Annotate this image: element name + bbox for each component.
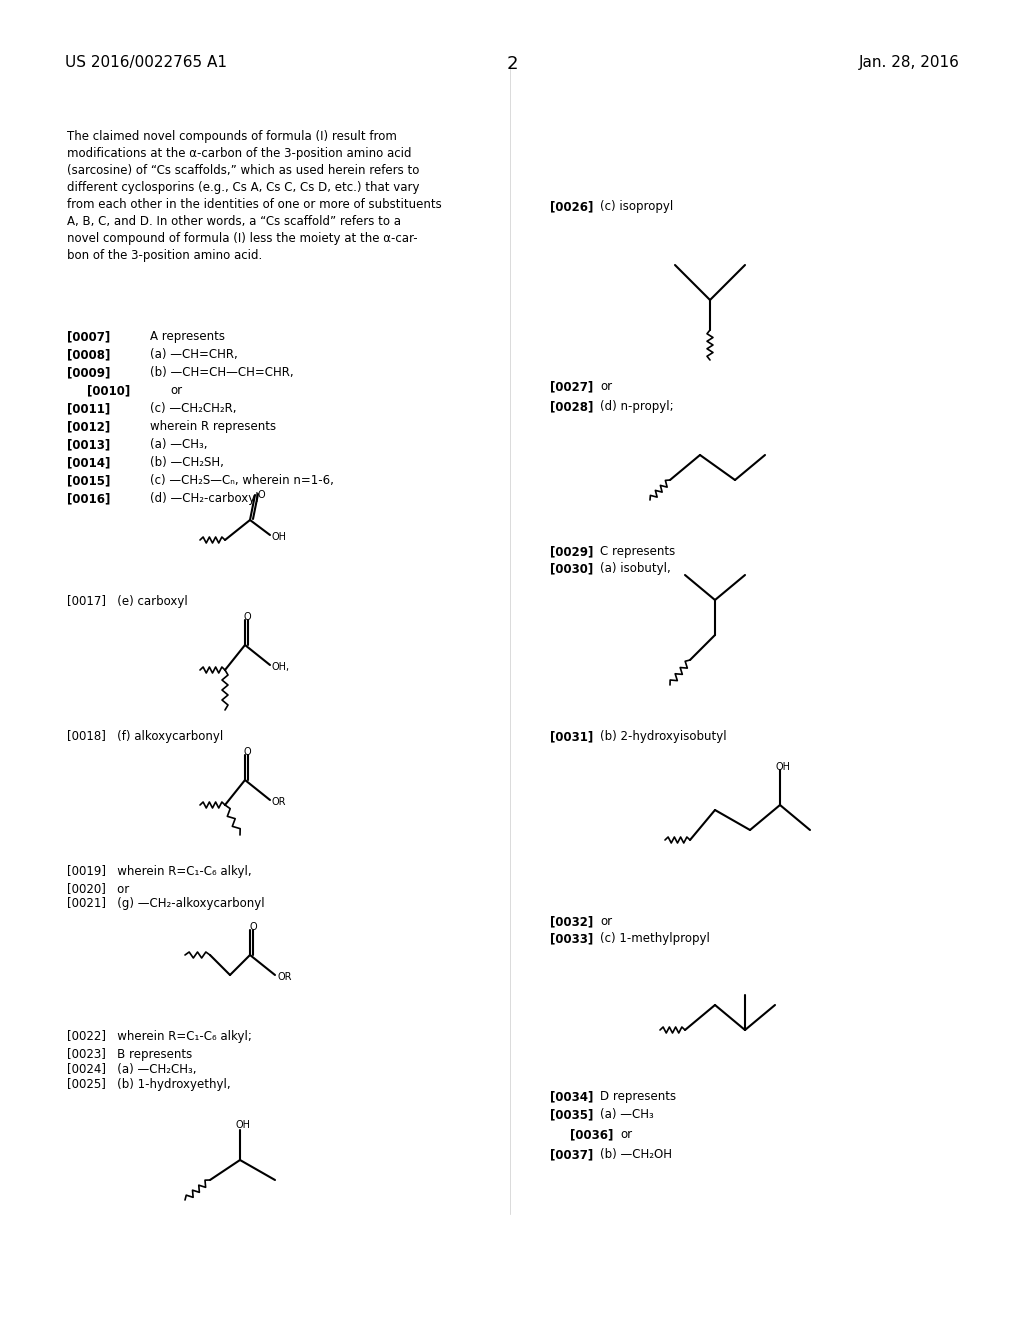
Text: [0036]: [0036] — [570, 1129, 613, 1140]
Text: OH: OH — [775, 762, 790, 772]
Text: [0022]   wherein R=C₁-C₆ alkyl;: [0022] wherein R=C₁-C₆ alkyl; — [67, 1030, 252, 1043]
Text: (b) —CH=CH—CH=CHR,: (b) —CH=CH—CH=CHR, — [150, 366, 294, 379]
Text: O: O — [257, 490, 264, 500]
Text: [0010]: [0010] — [87, 384, 130, 397]
Text: D represents: D represents — [600, 1090, 676, 1104]
Text: (b) —CH₂SH,: (b) —CH₂SH, — [150, 455, 224, 469]
Text: [0021]   (g) —CH₂-alkoxycarbonyl: [0021] (g) —CH₂-alkoxycarbonyl — [67, 898, 264, 909]
Text: [0024]   (a) —CH₂CH₃,: [0024] (a) —CH₂CH₃, — [67, 1063, 197, 1076]
Text: or: or — [600, 915, 612, 928]
Text: [0023]   B represents: [0023] B represents — [67, 1048, 193, 1061]
Text: O: O — [249, 921, 257, 932]
Text: O: O — [244, 747, 252, 756]
Text: (b) —CH₂OH: (b) —CH₂OH — [600, 1148, 672, 1162]
Text: [0013]: [0013] — [67, 438, 111, 451]
Text: OH: OH — [272, 532, 287, 543]
Text: (d) n-propyl;: (d) n-propyl; — [600, 400, 674, 413]
Text: (a) —CH=CHR,: (a) —CH=CHR, — [150, 348, 238, 360]
Text: O: O — [244, 612, 252, 622]
Text: [0020]   or: [0020] or — [67, 882, 129, 895]
Text: [0034]: [0034] — [550, 1090, 593, 1104]
Text: [0019]   wherein R=C₁-C₆ alkyl,: [0019] wherein R=C₁-C₆ alkyl, — [67, 865, 252, 878]
Text: or: or — [620, 1129, 632, 1140]
Text: [0011]: [0011] — [67, 403, 111, 414]
Text: [0007]: [0007] — [67, 330, 111, 343]
Text: [0030]: [0030] — [550, 562, 593, 576]
Text: (d) —CH₂-carboxyl: (d) —CH₂-carboxyl — [150, 492, 259, 506]
Text: [0015]: [0015] — [67, 474, 111, 487]
Text: (c) 1-methylpropyl: (c) 1-methylpropyl — [600, 932, 710, 945]
Text: (a) —CH₃,: (a) —CH₃, — [150, 438, 208, 451]
Text: OH: OH — [234, 1119, 250, 1130]
Text: [0014]: [0014] — [67, 455, 111, 469]
Text: OH,: OH, — [272, 663, 290, 672]
Text: wherein R represents: wherein R represents — [150, 420, 276, 433]
Text: OR: OR — [272, 797, 287, 807]
Text: [0029]: [0029] — [550, 545, 593, 558]
Text: [0012]: [0012] — [67, 420, 111, 433]
Text: [0032]: [0032] — [550, 915, 593, 928]
Text: (b) 2-hydroxyisobutyl: (b) 2-hydroxyisobutyl — [600, 730, 727, 743]
Text: C represents: C represents — [600, 545, 675, 558]
Text: A represents: A represents — [150, 330, 225, 343]
Text: [0035]: [0035] — [550, 1107, 593, 1121]
Text: or: or — [600, 380, 612, 393]
Text: [0037]: [0037] — [550, 1148, 593, 1162]
Text: [0009]: [0009] — [67, 366, 111, 379]
Text: [0008]: [0008] — [67, 348, 111, 360]
Text: (c) isopropyl: (c) isopropyl — [600, 201, 673, 213]
Text: or: or — [170, 384, 182, 397]
Text: (c) —CH₂CH₂R,: (c) —CH₂CH₂R, — [150, 403, 237, 414]
Text: The claimed novel compounds of formula (I) result from
modifications at the α-ca: The claimed novel compounds of formula (… — [67, 129, 441, 261]
Text: Jan. 28, 2016: Jan. 28, 2016 — [859, 55, 961, 70]
Text: (a) —CH₃: (a) —CH₃ — [600, 1107, 653, 1121]
Text: US 2016/0022765 A1: US 2016/0022765 A1 — [65, 55, 227, 70]
Text: [0033]: [0033] — [550, 932, 593, 945]
Text: 2: 2 — [506, 55, 518, 73]
Text: (a) isobutyl,: (a) isobutyl, — [600, 562, 671, 576]
Text: [0025]   (b) 1-hydroxyethyl,: [0025] (b) 1-hydroxyethyl, — [67, 1078, 230, 1092]
Text: [0031]: [0031] — [550, 730, 593, 743]
Text: (c) —CH₂S—Cₙ, wherein n=1-6,: (c) —CH₂S—Cₙ, wherein n=1-6, — [150, 474, 334, 487]
Text: [0017]   (e) carboxyl: [0017] (e) carboxyl — [67, 595, 187, 609]
Text: [0018]   (f) alkoxycarbonyl: [0018] (f) alkoxycarbonyl — [67, 730, 223, 743]
Text: OR: OR — [278, 972, 292, 982]
Text: [0028]: [0028] — [550, 400, 593, 413]
Text: [0026]: [0026] — [550, 201, 593, 213]
Text: [0016]: [0016] — [67, 492, 111, 506]
Text: [0027]: [0027] — [550, 380, 593, 393]
